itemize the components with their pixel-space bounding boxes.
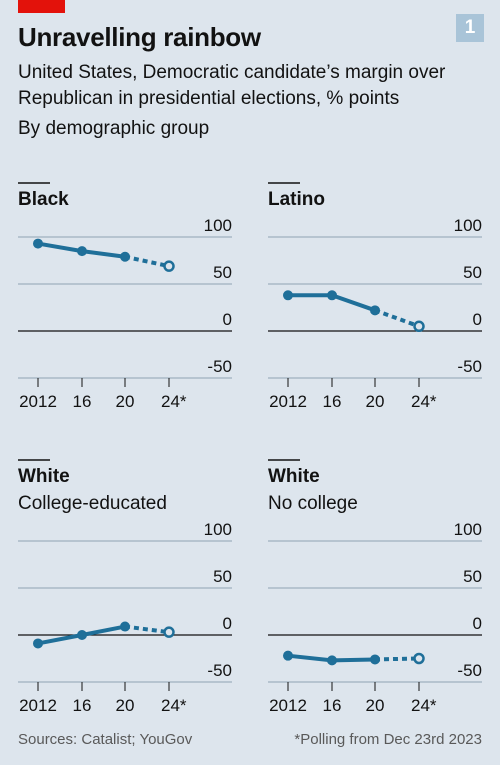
panel-1-data-point xyxy=(120,251,130,262)
panel-1-data-point xyxy=(77,246,87,257)
panel-3-y-tick-label: 100 xyxy=(204,520,232,539)
panel-1-projection-line xyxy=(124,254,170,269)
panel-2-title: Latino xyxy=(268,189,325,210)
panel-4-data-point xyxy=(327,655,337,666)
panel-4-poll-point xyxy=(413,652,425,665)
panel-3-y-tick-label: 0 xyxy=(223,614,232,633)
panel-4-x-tick-label: 2012 xyxy=(269,696,307,715)
panel-2-y-tick-label: 100 xyxy=(454,216,482,235)
panel-3-x-tick-label: 2012 xyxy=(19,696,57,715)
panel-3-projection-line xyxy=(124,624,170,635)
panel-1-x-tick-label: 20 xyxy=(116,392,135,411)
panel-2-y-tick-label: 0 xyxy=(473,310,482,329)
chart-title: Unravelling rainbow xyxy=(18,22,261,52)
panel-3-y-tick-label: 50 xyxy=(213,567,232,586)
panel-4-x-tick-label: 24* xyxy=(411,696,437,715)
panel-1-x-tick-label: 24* xyxy=(161,392,187,411)
panel-4-y-tick-label: 100 xyxy=(454,520,482,539)
panel-4-x-tick-label: 16 xyxy=(323,696,342,715)
panel-3-poll-point xyxy=(163,626,175,638)
panel-3-x-tick-label: 16 xyxy=(73,696,92,715)
panel-4-subtitle: No college xyxy=(268,493,358,514)
panel-1-y-tick-label: -50 xyxy=(207,357,232,376)
panel-2-x-tick-label: 16 xyxy=(323,392,342,411)
panel-4-y-tick-label: 50 xyxy=(463,567,482,586)
brand-red-tag xyxy=(18,0,65,13)
panel-4-y-tick-label: -50 xyxy=(457,661,482,680)
panel-2-x-tick-label: 24* xyxy=(411,392,437,411)
panel-2-projection-line xyxy=(374,308,420,329)
panel-1-title: Black xyxy=(18,189,69,210)
panel-2-x-tick-label: 20 xyxy=(366,392,385,411)
panel-1-poll-point xyxy=(163,260,175,272)
chart-number-badge: 1 xyxy=(456,14,484,42)
panel-3-subtitle: College-educated xyxy=(18,493,167,514)
panel-4-data-point xyxy=(283,650,293,661)
panel-1-x-tick-label: 16 xyxy=(73,392,92,411)
panel-2-data-point xyxy=(327,290,337,301)
panel-2-poll-point xyxy=(413,320,425,333)
panel-3-data-point xyxy=(120,621,130,632)
panel-1-y-tick-label: 0 xyxy=(223,310,232,329)
panel-3-data-point xyxy=(77,630,87,640)
chart-subtitle-secondary: By demographic group xyxy=(18,118,210,139)
panel-2-data-point xyxy=(283,290,293,301)
panel-4-title: White xyxy=(268,466,320,487)
panel-2-x-tick-label: 2012 xyxy=(269,392,307,411)
panel-3-data-point xyxy=(33,638,43,649)
panel-2-y-tick-label: 50 xyxy=(463,263,482,282)
panel-1-y-tick-label: 50 xyxy=(213,263,232,282)
polling-footnote: *Polling from Dec 23rd 2023 xyxy=(294,731,482,748)
panel-1-x-tick-label: 2012 xyxy=(19,392,57,411)
chart-subtitle: United States, Democratic candidate’s ma… xyxy=(18,62,446,109)
panel-4-projection-line xyxy=(374,656,420,662)
panel-1-y-tick-label: 100 xyxy=(204,216,232,235)
panel-3-x-tick-label: 24* xyxy=(161,696,187,715)
source-note: Sources: Catalist; YouGov xyxy=(18,731,193,748)
panel-3-title: White xyxy=(18,466,70,487)
panel-4-data-point xyxy=(370,654,380,665)
panel-1-data-point xyxy=(33,238,43,249)
panel-3-x-tick-label: 20 xyxy=(116,696,135,715)
panel-4-y-tick-label: 0 xyxy=(473,614,482,633)
panel-2-data-point xyxy=(370,305,380,316)
panel-3-y-tick-label: -50 xyxy=(207,661,232,680)
panel-2-y-tick-label: -50 xyxy=(457,357,482,376)
panel-4-x-tick-label: 20 xyxy=(366,696,385,715)
